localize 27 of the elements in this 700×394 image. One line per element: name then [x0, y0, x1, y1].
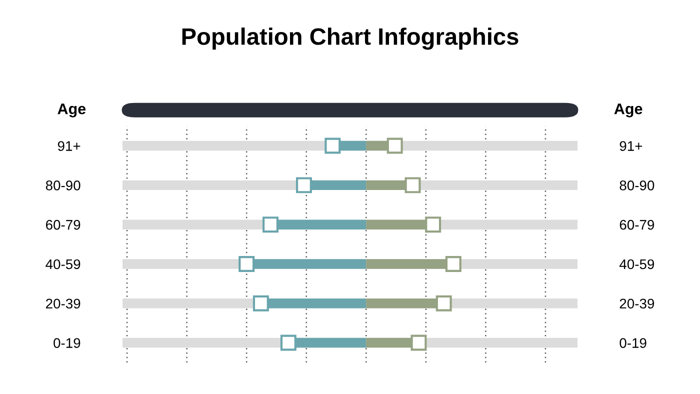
- y-tick-label: 91+: [58, 141, 80, 151]
- y-tick-label: 40-59: [46, 259, 80, 270]
- y-axis-title: Age: [58, 104, 86, 118]
- point: [425, 216, 442, 233]
- point: [386, 138, 403, 154]
- point: [238, 256, 255, 272]
- category-label: 80-90: [620, 180, 654, 190]
- category-label: 60-79: [620, 220, 654, 230]
- category-label: 0-19: [620, 338, 646, 348]
- category-label: 91+: [620, 141, 642, 151]
- point: [445, 256, 462, 272]
- chart-title: Population Chart Infographics: [182, 28, 518, 50]
- y-tick-label: 80-90: [46, 180, 80, 190]
- point: [436, 295, 452, 312]
- text: Age: [614, 104, 642, 118]
- y-tick-label: 60-79: [46, 220, 80, 230]
- point: [252, 295, 269, 312]
- y-tick-label: 20-39: [46, 298, 80, 309]
- category-label: 40-59: [619, 259, 654, 270]
- category-label: 20-39: [620, 298, 654, 309]
- point: [410, 334, 427, 351]
- point: [280, 334, 296, 351]
- point: [262, 216, 278, 233]
- point: [404, 177, 421, 194]
- point: [324, 138, 341, 154]
- point: [296, 177, 312, 194]
- y-tick-label: 0-19: [54, 338, 80, 348]
